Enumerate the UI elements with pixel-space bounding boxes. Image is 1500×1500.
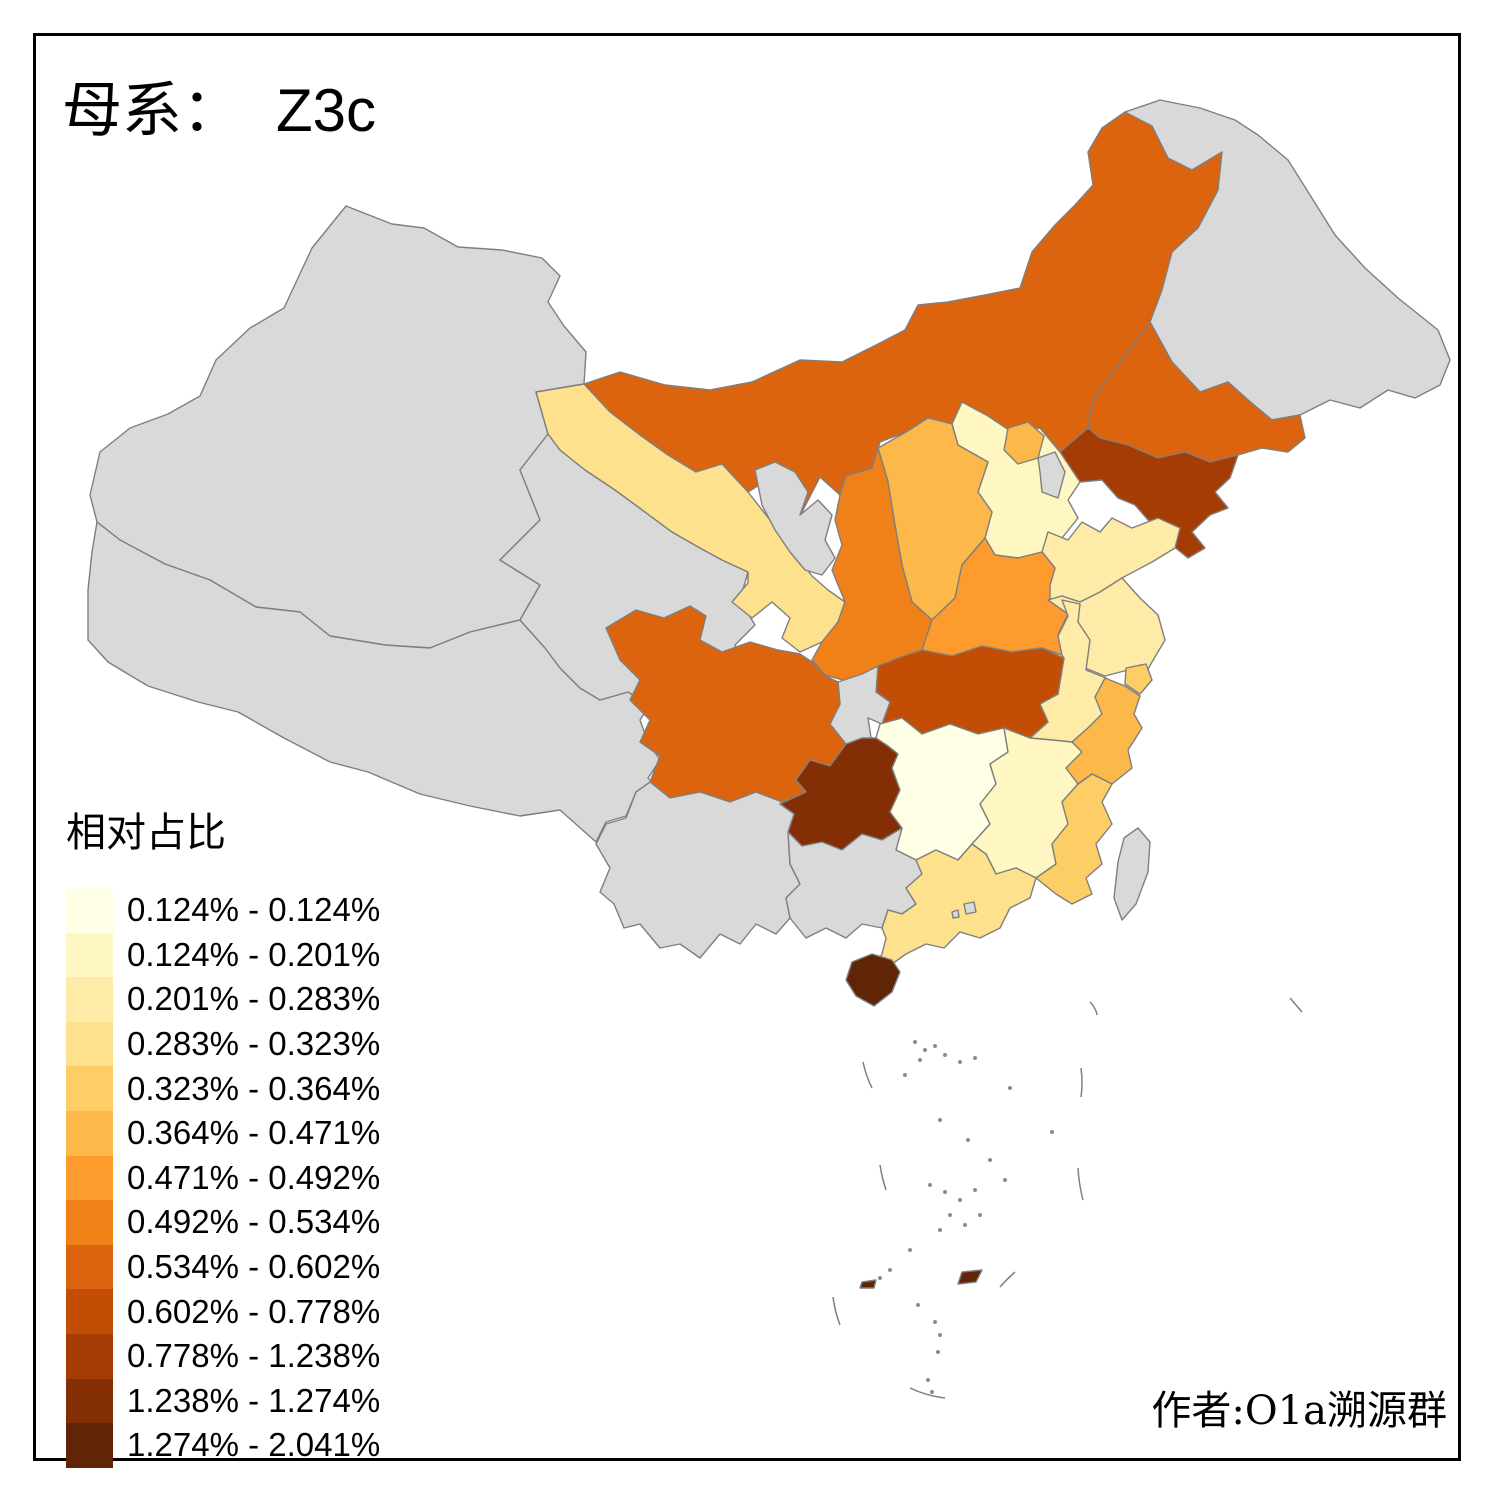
micro-island xyxy=(926,1378,930,1382)
micro-island xyxy=(943,1190,947,1194)
micro-island xyxy=(1050,1130,1054,1134)
micro-island xyxy=(903,1073,907,1077)
micro-island xyxy=(1008,1086,1012,1090)
micro-island xyxy=(938,1333,942,1337)
province-zhejiang xyxy=(1065,677,1143,785)
legend-swatch-11 xyxy=(66,1333,113,1379)
province-tianjin xyxy=(1037,451,1066,499)
legend-row: 0.364% - 0.471% xyxy=(66,1110,381,1156)
province-islet-2 xyxy=(859,1279,877,1289)
micro-island xyxy=(958,1198,962,1202)
micro-island xyxy=(928,1183,932,1187)
legend-label: 0.364% - 0.471% xyxy=(127,1114,381,1152)
province-hongkong xyxy=(963,901,977,915)
micro-island xyxy=(913,1040,917,1044)
legend-rows: 0.124% - 0.124% 0.124% - 0.201% 0.201% - 0… xyxy=(66,888,380,1468)
micro-island xyxy=(916,1303,920,1307)
province-hainan xyxy=(845,953,901,1007)
micro-island xyxy=(888,1268,892,1272)
micro-island xyxy=(938,1118,942,1122)
legend-swatch-8 xyxy=(66,1200,113,1245)
micro-island xyxy=(943,1053,947,1057)
legend-row: 0.492% - 0.534% xyxy=(66,1200,380,1245)
legend-row: 1.274% - 2.041% xyxy=(66,1423,380,1468)
legend-row: 0.471% - 0.492% xyxy=(66,1155,381,1201)
legend-swatch-9 xyxy=(66,1244,113,1290)
page-title: 母系： Z3c xyxy=(62,62,376,149)
legend-label: 0.323% - 0.364% xyxy=(127,1069,381,1107)
micro-island xyxy=(936,1350,940,1354)
legend-swatch-2 xyxy=(66,932,113,978)
legend-label: 0.201% - 0.283% xyxy=(127,980,381,1018)
province-gansu xyxy=(535,383,846,653)
micro-island xyxy=(933,1320,937,1324)
micro-island xyxy=(978,1213,982,1217)
micro-island xyxy=(878,1276,882,1280)
legend-row: 0.201% - 0.283% xyxy=(66,977,380,1022)
legend-label: 1.238% - 1.274% xyxy=(127,1381,381,1419)
province-islet-1 xyxy=(957,1269,983,1285)
legend-swatch-6 xyxy=(66,1110,113,1156)
legend: 相对占比 0.124% - 0.124% 0.124% - 0.201% 0.201… xyxy=(66,800,380,1468)
province-liaoning xyxy=(1059,427,1239,559)
province-taiwan xyxy=(1113,827,1151,921)
legend-label: 0.283% - 0.323% xyxy=(127,1025,381,1063)
attribution-text: 作者:O1a溯源群 xyxy=(1151,1388,1447,1434)
legend-label: 0.492% - 0.534% xyxy=(127,1203,381,1241)
legend-row: 0.323% - 0.364% xyxy=(66,1066,380,1111)
micro-island xyxy=(963,1223,967,1227)
micro-island xyxy=(908,1248,912,1252)
micro-island xyxy=(948,1213,952,1217)
legend-row: 0.602% - 0.778% xyxy=(66,1289,380,1334)
micro-island xyxy=(938,1228,942,1232)
legend-row: 0.124% - 0.124% xyxy=(66,888,380,933)
province-yunnan xyxy=(595,781,801,959)
legend-label: 0.602% - 0.778% xyxy=(127,1292,381,1330)
legend-swatch-4 xyxy=(66,1021,113,1067)
micro-island xyxy=(918,1058,922,1062)
province-heilongjiang xyxy=(1124,99,1451,421)
legend-label: 0.471% - 0.492% xyxy=(127,1158,381,1196)
micro-island xyxy=(933,1044,937,1048)
province-xizang xyxy=(87,521,661,843)
province-shanghai xyxy=(1124,663,1153,695)
legend-row: 0.778% - 1.238% xyxy=(66,1333,381,1379)
title-haplogroup: Z3c xyxy=(276,77,377,144)
legend-swatch-3 xyxy=(66,977,113,1022)
legend-label: 1.274% - 2.041% xyxy=(127,1426,381,1464)
province-ningxia xyxy=(754,461,836,576)
legend-row: 0.124% - 0.201% xyxy=(66,932,381,978)
micro-island xyxy=(973,1188,977,1192)
legend-swatch-1 xyxy=(66,888,113,933)
micro-island xyxy=(923,1048,927,1052)
legend-row: 0.283% - 0.323% xyxy=(66,1021,381,1067)
legend-swatch-13 xyxy=(66,1423,113,1468)
legend-label: 0.534% - 0.602% xyxy=(127,1248,381,1286)
legend-swatch-7 xyxy=(66,1155,113,1201)
legend-label: 0.124% - 0.201% xyxy=(127,935,381,973)
legend-row: 1.238% - 1.274% xyxy=(66,1378,381,1424)
province-macau xyxy=(951,909,960,919)
sea-boundary-dashes xyxy=(832,997,1303,1399)
micro-island xyxy=(958,1060,962,1064)
legend-swatch-5 xyxy=(66,1066,113,1111)
micro-island xyxy=(988,1158,992,1162)
micro-island xyxy=(1003,1178,1007,1182)
legend-label: 0.124% - 0.124% xyxy=(127,891,381,929)
title-prefix: 母系： xyxy=(62,76,242,146)
legend-row: 0.534% - 0.602% xyxy=(66,1244,381,1290)
micro-island xyxy=(973,1056,977,1060)
micro-island xyxy=(930,1390,934,1394)
province-fujian xyxy=(1035,773,1113,905)
legend-label: 0.778% - 1.238% xyxy=(127,1337,381,1375)
legend-swatch-10 xyxy=(66,1289,113,1334)
micro-island xyxy=(966,1138,970,1142)
legend-title: 相对占比 xyxy=(66,810,226,856)
legend-swatch-12 xyxy=(66,1378,113,1424)
